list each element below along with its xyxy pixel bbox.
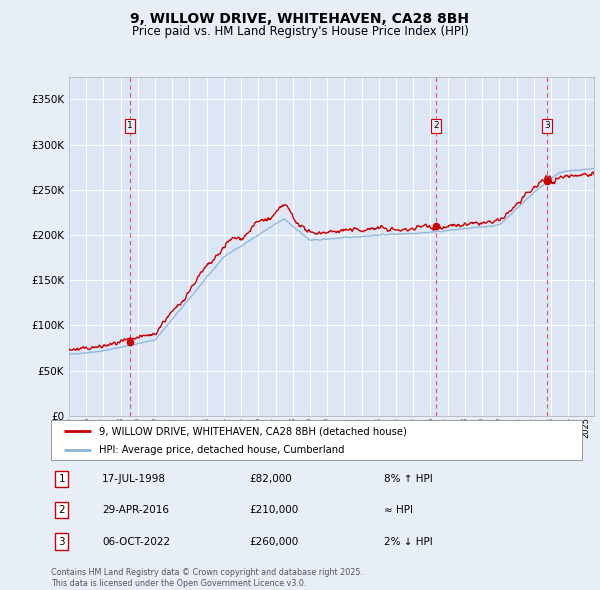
Text: 9, WILLOW DRIVE, WHITEHAVEN, CA28 8BH (detached house): 9, WILLOW DRIVE, WHITEHAVEN, CA28 8BH (d… bbox=[99, 427, 407, 437]
Text: 1: 1 bbox=[127, 122, 133, 130]
Text: 2: 2 bbox=[58, 506, 65, 515]
Text: 2% ↓ HPI: 2% ↓ HPI bbox=[384, 537, 433, 546]
Text: 29-APR-2016: 29-APR-2016 bbox=[102, 506, 169, 515]
Text: 3: 3 bbox=[58, 537, 65, 546]
Text: 06-OCT-2022: 06-OCT-2022 bbox=[102, 537, 170, 546]
Text: £260,000: £260,000 bbox=[249, 537, 298, 546]
Text: HPI: Average price, detached house, Cumberland: HPI: Average price, detached house, Cumb… bbox=[99, 445, 344, 455]
Text: £210,000: £210,000 bbox=[249, 506, 298, 515]
Text: 9, WILLOW DRIVE, WHITEHAVEN, CA28 8BH: 9, WILLOW DRIVE, WHITEHAVEN, CA28 8BH bbox=[131, 12, 470, 26]
Text: 17-JUL-1998: 17-JUL-1998 bbox=[102, 474, 166, 484]
Text: 2: 2 bbox=[433, 122, 439, 130]
Text: ≈ HPI: ≈ HPI bbox=[384, 506, 413, 515]
Text: 1: 1 bbox=[58, 474, 65, 484]
Text: £82,000: £82,000 bbox=[249, 474, 292, 484]
Text: 8% ↑ HPI: 8% ↑ HPI bbox=[384, 474, 433, 484]
Text: Price paid vs. HM Land Registry's House Price Index (HPI): Price paid vs. HM Land Registry's House … bbox=[131, 25, 469, 38]
Text: Contains HM Land Registry data © Crown copyright and database right 2025.
This d: Contains HM Land Registry data © Crown c… bbox=[51, 568, 363, 588]
Text: 3: 3 bbox=[544, 122, 550, 130]
